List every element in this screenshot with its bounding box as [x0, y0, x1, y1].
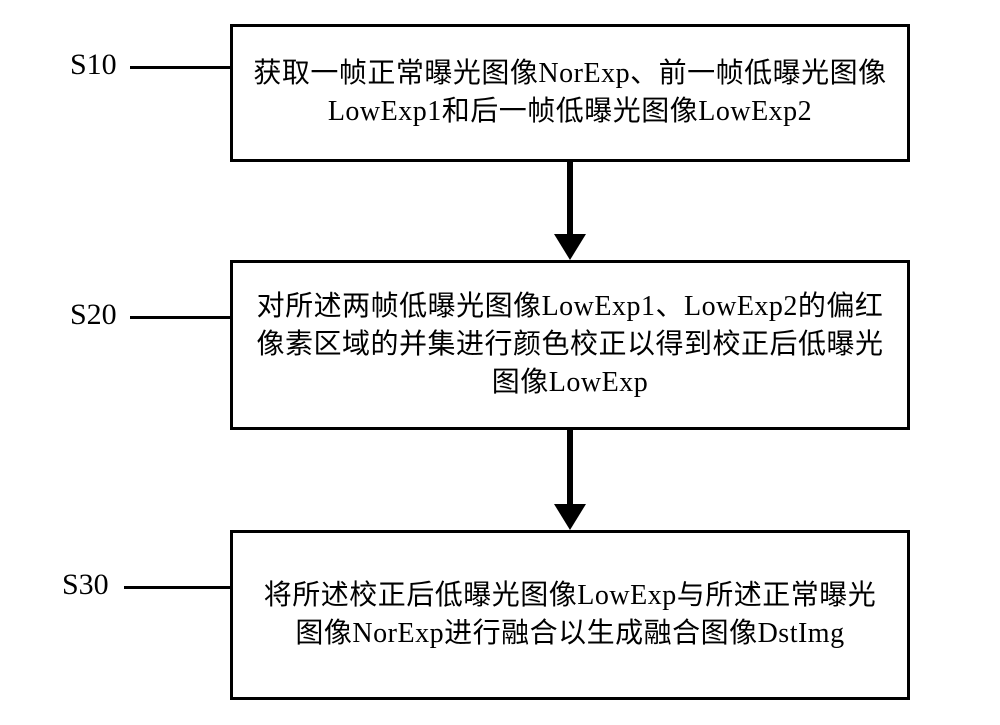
step-box-s30: 将所述校正后低曝光图像LowExp与所述正常曝光图像NorExp进行融合以生成融… [230, 530, 910, 700]
step-label-line-s30 [124, 586, 230, 589]
step-label-s30: S30 [62, 570, 109, 600]
step-label-s20: S20 [70, 300, 117, 330]
step-box-s20: 对所述两帧低曝光图像LowExp1、LowExp2的偏红像素区域的并集进行颜色校… [230, 260, 910, 430]
step-label-s20-text: S20 [70, 298, 117, 331]
arrow-s10-s20 [550, 162, 590, 260]
step-box-s10: 获取一帧正常曝光图像NorExp、前一帧低曝光图像LowExp1和后一帧低曝光图… [230, 24, 910, 162]
step-label-s10: S10 [70, 50, 117, 80]
arrow-s20-s30 [550, 430, 590, 530]
step-label-s30-text: S30 [62, 568, 109, 601]
step-text-s20: 对所述两帧低曝光图像LowExp1、LowExp2的偏红像素区域的并集进行颜色校… [253, 288, 887, 401]
step-text-s30: 将所述校正后低曝光图像LowExp与所述正常曝光图像NorExp进行融合以生成融… [253, 577, 887, 653]
step-label-s10-text: S10 [70, 48, 117, 81]
step-label-line-s20 [130, 316, 230, 319]
step-label-line-s10 [130, 66, 230, 69]
flowchart-canvas: S10 获取一帧正常曝光图像NorExp、前一帧低曝光图像LowExp1和后一帧… [0, 0, 1000, 725]
step-text-s10: 获取一帧正常曝光图像NorExp、前一帧低曝光图像LowExp1和后一帧低曝光图… [253, 55, 887, 131]
